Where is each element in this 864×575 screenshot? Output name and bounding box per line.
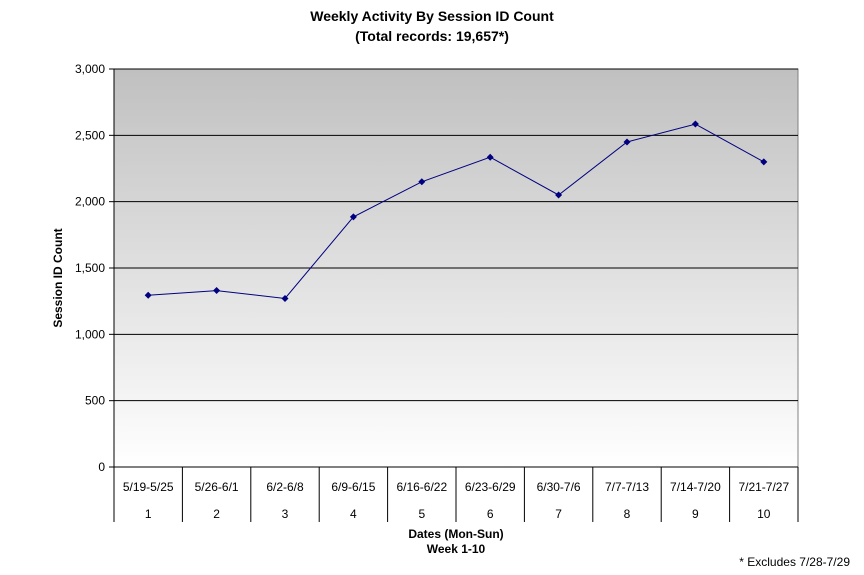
chart-subtitle: (Total records: 19,657*) <box>355 28 509 44</box>
x-week-label: 9 <box>692 507 699 521</box>
data-point <box>691 120 699 128</box>
x-tick-label: 5/26-6/1 <box>195 480 239 494</box>
x-tick-label: 7/7-7/13 <box>605 480 649 494</box>
x-week-label: 10 <box>757 507 771 521</box>
y-tick-label: 1,500 <box>75 261 105 275</box>
y-tick-label: 500 <box>85 394 105 408</box>
x-tick-label: 7/21-7/27 <box>738 480 789 494</box>
y-axis-ticks: 0 500 1,000 1,500 2,000 2,500 3,000 <box>75 62 115 474</box>
x-tick-label: 7/14-7/20 <box>670 480 721 494</box>
y-tick-label: 3,000 <box>75 62 105 76</box>
data-point <box>281 295 289 303</box>
series-line <box>144 120 768 303</box>
series-polyline <box>148 123 765 300</box>
footnote: * Excludes 7/28-7/29 <box>739 555 850 569</box>
chart-title: Weekly Activity By Session ID Count <box>310 8 554 24</box>
data-point <box>213 287 221 295</box>
x-week-label: 6 <box>487 507 494 521</box>
x-tick-label: 6/30-7/6 <box>537 480 581 494</box>
data-point <box>623 138 631 146</box>
x-tick-label: 6/16-6/22 <box>396 480 447 494</box>
y-tick-label: 2,000 <box>75 195 105 209</box>
y-tick-label: 0 <box>98 460 105 474</box>
data-point <box>349 213 357 221</box>
data-point <box>486 153 494 161</box>
x-tick-label: 6/9-6/15 <box>331 480 375 494</box>
x-tick-label: 5/19-5/25 <box>123 480 174 494</box>
x-week-label: 8 <box>624 507 631 521</box>
y-tick-label: 2,500 <box>75 128 105 142</box>
x-axis-subtitle: Week 1-10 <box>427 542 486 556</box>
grid-lines <box>114 68 798 402</box>
x-tick-label: 6/23-6/29 <box>465 480 516 494</box>
x-week-label: 5 <box>418 507 425 521</box>
x-week-label: 2 <box>213 507 220 521</box>
y-tick-label: 1,000 <box>75 327 105 341</box>
data-point <box>760 158 768 166</box>
x-tick-label: 6/2-6/8 <box>266 480 304 494</box>
x-week-label: 1 <box>145 507 152 521</box>
y-axis-title: Session ID Count <box>51 228 65 327</box>
data-point <box>555 191 563 199</box>
x-week-label: 3 <box>282 507 289 521</box>
data-point <box>418 178 426 186</box>
x-axis-title: Dates (Mon-Sun) <box>408 527 503 541</box>
data-point <box>144 291 152 299</box>
x-week-label: 4 <box>350 507 357 521</box>
x-week-label: 7 <box>555 507 562 521</box>
x-axis-table: 5/19-5/25 1 5/26-6/1 2 6/2-6/8 3 6/9-6/15 4 6/16… <box>113 466 799 522</box>
